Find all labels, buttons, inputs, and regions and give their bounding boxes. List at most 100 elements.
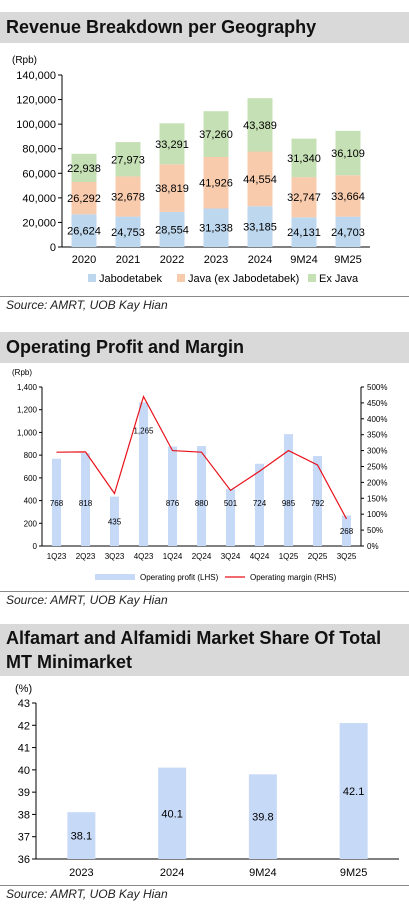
legend-swatch [177, 274, 185, 282]
legend-swatch [308, 274, 316, 282]
data-label: 24,131 [287, 227, 321, 239]
data-label: 32,747 [287, 192, 321, 204]
y-tick-label: 100,000 [16, 119, 56, 131]
x-tick-label: 3Q24 [221, 552, 241, 561]
x-tick-label: 9M24 [290, 254, 318, 266]
bar-segment [115, 216, 141, 247]
bar-segment [159, 211, 185, 247]
y2-tick-label: 300% [367, 447, 387, 456]
data-label: 36,109 [331, 148, 365, 160]
data-label: 32,678 [111, 192, 145, 204]
y-tick-label: 38 [18, 809, 30, 821]
bar-segment [247, 98, 273, 152]
chart2-source: Source: AMRT, UOB Kay Hian [6, 593, 168, 607]
bar-segment [335, 130, 361, 176]
y-tick-label: 80,000 [22, 144, 56, 156]
bar [255, 463, 264, 546]
data-label: 268 [340, 527, 354, 536]
y-tick-label: 1,400 [17, 383, 38, 392]
data-label: 31,340 [287, 153, 321, 165]
divider [0, 296, 409, 297]
data-label: 792 [311, 499, 325, 508]
bar-segment [203, 208, 229, 247]
y2-tick-label: 100% [367, 510, 387, 519]
x-tick-label: 2022 [160, 254, 184, 266]
data-label: 26,624 [67, 226, 101, 238]
y2-tick-label: 0% [367, 542, 379, 551]
bar-segment [291, 177, 317, 218]
data-label: 880 [195, 499, 209, 508]
revenue-breakdown-chart: (Rpb) 0 20,000 40,000 60,000 80,000 100,000 120… [12, 55, 370, 285]
bar [139, 402, 148, 546]
data-label: 38,819 [155, 183, 189, 195]
data-label: 985 [282, 499, 296, 508]
bar-segment [115, 142, 141, 177]
data-label: 24,753 [111, 227, 145, 239]
bar [67, 812, 96, 859]
y-tick-label: 140,000 [16, 70, 56, 82]
y2-tick-label: 150% [367, 494, 387, 503]
data-label: 41,926 [199, 178, 233, 190]
data-label: 768 [50, 499, 64, 508]
data-label: 28,554 [155, 224, 189, 236]
x-tick-label: 1Q23 [47, 552, 67, 561]
bar-segment [71, 181, 97, 215]
bar [226, 489, 235, 546]
x-tick-label: 2021 [116, 254, 140, 266]
bar-segment [247, 206, 273, 247]
y-tick-label: 43 [18, 698, 30, 710]
legend-label: Operating margin (RHS) [250, 573, 337, 582]
x-tick-label: 2023 [69, 867, 93, 879]
bar-segment [291, 138, 317, 178]
data-label: 33,664 [331, 191, 365, 203]
y-tick-label: 1,200 [17, 406, 38, 415]
bar [342, 515, 351, 546]
x-tick-label: 2Q24 [192, 552, 212, 561]
x-tick-label: 1Q25 [279, 552, 299, 561]
y-tick-label: 42 [18, 720, 30, 732]
y-tick-label: 0 [50, 242, 56, 254]
bar [158, 767, 187, 859]
legend-label: Jabodetabek [99, 273, 162, 285]
bar-segment [159, 164, 185, 212]
y-tick-label: 40,000 [22, 193, 56, 205]
bar [168, 446, 177, 546]
bar-segment [71, 153, 97, 182]
operating-profit-chart: (Rpb) 0 200 400 600 800 1,000 1,200 1,400 0% 50% 10… [12, 368, 387, 582]
y-tick-label: 37 [18, 832, 30, 844]
y-tick-label: 41 [18, 743, 30, 755]
bar [339, 723, 368, 859]
y-tick-label: 800 [24, 451, 38, 460]
legend-label: Java (ex Jabodetabek) [188, 273, 299, 285]
bar [248, 774, 277, 859]
x-tick-label: 2Q25 [308, 552, 328, 561]
data-label: 42.1 [343, 786, 364, 798]
bar-segment [291, 217, 317, 247]
data-label: 33,185 [243, 222, 277, 234]
x-tick-label: 4Q24 [250, 552, 270, 561]
bar-segment [335, 175, 361, 217]
data-label: 27,973 [111, 154, 145, 166]
y2-tick-label: 250% [367, 463, 387, 472]
y2-tick-label: 500% [367, 383, 387, 392]
x-tick-label: 2024 [160, 867, 184, 879]
bar [197, 446, 206, 546]
x-tick-label: 3Q25 [337, 552, 357, 561]
y2-tick-label: 200% [367, 478, 387, 487]
x-tick-label: 9M25 [334, 254, 362, 266]
x-tick-label: 2023 [204, 254, 228, 266]
x-tick-label: 2020 [72, 254, 96, 266]
chart1-title: Revenue Breakdown per Geography [0, 12, 409, 43]
bar [284, 434, 293, 546]
data-label: 1,265 [133, 426, 154, 435]
bar [110, 496, 119, 546]
data-label: 31,338 [199, 223, 233, 235]
bar-segment [203, 111, 229, 157]
y2-tick-label: 350% [367, 431, 387, 440]
data-label: 44,554 [243, 174, 277, 186]
data-label: 22,938 [67, 163, 101, 175]
x-tick-label: 2Q23 [76, 552, 96, 561]
bar-segment [159, 123, 185, 165]
data-label: 24,703 [331, 227, 365, 239]
